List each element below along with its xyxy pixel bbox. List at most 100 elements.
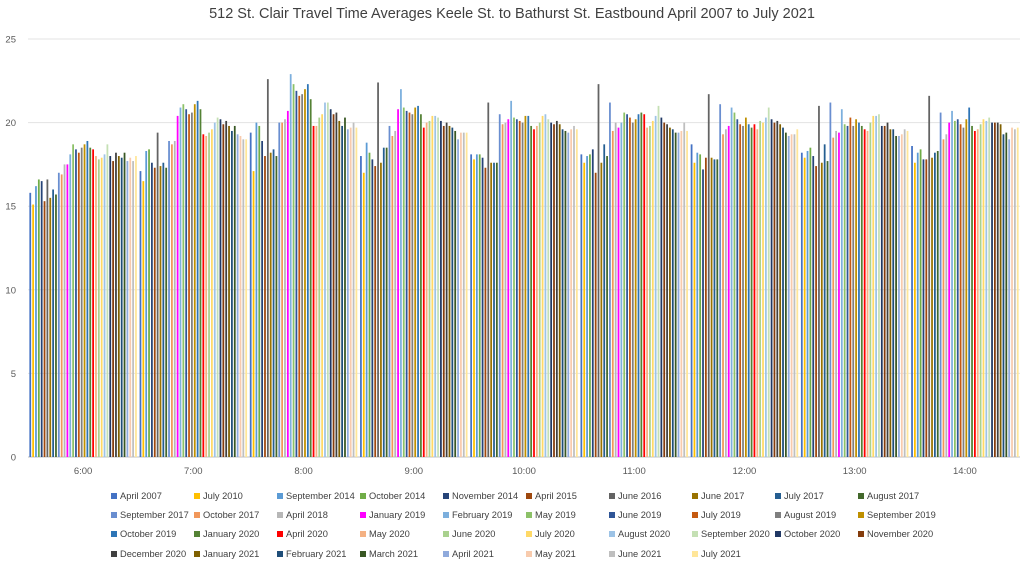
bar: [428, 120, 431, 458]
bar: [32, 204, 34, 457]
bar: [835, 130, 837, 457]
legend-label: September 2017: [120, 509, 189, 520]
bar: [649, 125, 651, 457]
bar: [646, 127, 648, 458]
bar: [182, 104, 185, 458]
bar: [298, 95, 301, 457]
legend-label: July 2017: [784, 490, 824, 501]
bar: [457, 139, 459, 457]
bar: [92, 149, 94, 457]
bar: [815, 166, 817, 457]
legend-swatch: [443, 492, 449, 499]
legend-swatch: [111, 492, 117, 499]
bar: [498, 114, 501, 458]
bar: [521, 122, 524, 457]
bar: [151, 162, 153, 458]
legend-label: February 2021: [286, 548, 347, 559]
bar: [620, 122, 623, 457]
bar: [148, 149, 150, 457]
legend-item: February 2019: [443, 510, 526, 520]
bar: [185, 109, 188, 457]
bar: [338, 120, 341, 458]
legend-swatch: [277, 511, 283, 518]
legend-item: November 2014: [443, 491, 526, 501]
bar: [875, 115, 877, 457]
bar: [475, 154, 478, 457]
bar: [394, 130, 397, 457]
bar: [478, 154, 481, 457]
bar: [575, 129, 578, 458]
legend-label: April 2018: [286, 509, 328, 520]
legend-item: March 2021: [360, 549, 443, 559]
bar: [518, 120, 521, 458]
bar: [289, 74, 292, 458]
bar: [507, 119, 510, 457]
bar: [400, 89, 402, 457]
bar: [126, 161, 129, 457]
legend-label: November 2014: [452, 490, 519, 501]
bar: [764, 117, 767, 457]
bar: [380, 162, 382, 458]
legend-swatch: [360, 531, 366, 538]
legend-item: December 2020: [111, 549, 194, 559]
bar: [991, 122, 993, 457]
bar: [304, 89, 306, 457]
bar: [840, 109, 843, 457]
bar: [968, 107, 971, 458]
legend-item: October 2017: [194, 510, 277, 520]
legend-swatch: [111, 531, 117, 538]
bar: [713, 159, 716, 457]
bar: [756, 129, 759, 458]
legend-item: September 2017: [111, 510, 194, 520]
bar: [736, 119, 739, 457]
legend-item: September 2020: [692, 529, 775, 539]
bar: [346, 129, 349, 458]
bar: [318, 117, 321, 457]
bar: [495, 162, 498, 458]
legend-item: November 2020: [858, 529, 941, 539]
legend-swatch: [277, 531, 283, 538]
bar: [258, 125, 261, 457]
legend-label: August 2017: [867, 490, 920, 501]
chart-title: 512 St. Clair Travel Time Averages Keele…: [209, 6, 815, 22]
bar: [903, 129, 906, 458]
bar: [683, 122, 686, 457]
bar: [985, 120, 988, 458]
chart-legend: April 2007 July 2010 September 2014 October…: [111, 486, 951, 563]
bar: [971, 125, 973, 457]
bar: [544, 114, 547, 458]
bar: [948, 122, 951, 457]
legend-label: February 2019: [452, 509, 513, 520]
bar: [611, 130, 614, 457]
legend-item: September 2014: [277, 491, 360, 501]
bar: [420, 114, 422, 458]
bar: [120, 157, 123, 457]
bar: [278, 122, 281, 457]
bar: [686, 130, 688, 457]
legend-row: October 2019 January 2020 April 2020 May 20…: [111, 525, 951, 544]
bar: [750, 127, 753, 458]
bar: [306, 84, 309, 457]
bar: [77, 152, 80, 457]
bar: [826, 161, 829, 457]
bar: [784, 132, 787, 457]
bar: [710, 157, 713, 457]
bar: [538, 122, 541, 457]
bar: [643, 114, 646, 458]
legend-label: July 2020: [535, 529, 575, 540]
legend-label: October 2017: [203, 509, 260, 520]
x-tick-label: 13:00: [843, 466, 867, 477]
bar: [988, 117, 991, 457]
bar: [341, 125, 344, 457]
bar: [352, 122, 355, 457]
bar: [123, 152, 126, 457]
legend-item: June 2020: [443, 529, 526, 539]
bar: [623, 112, 626, 457]
bar: [858, 122, 860, 457]
bar: [72, 144, 74, 457]
legend-item: January 2020: [194, 529, 277, 539]
bar: [863, 129, 866, 458]
bar: [417, 105, 419, 457]
bar: [245, 139, 248, 457]
bar: [362, 172, 365, 457]
